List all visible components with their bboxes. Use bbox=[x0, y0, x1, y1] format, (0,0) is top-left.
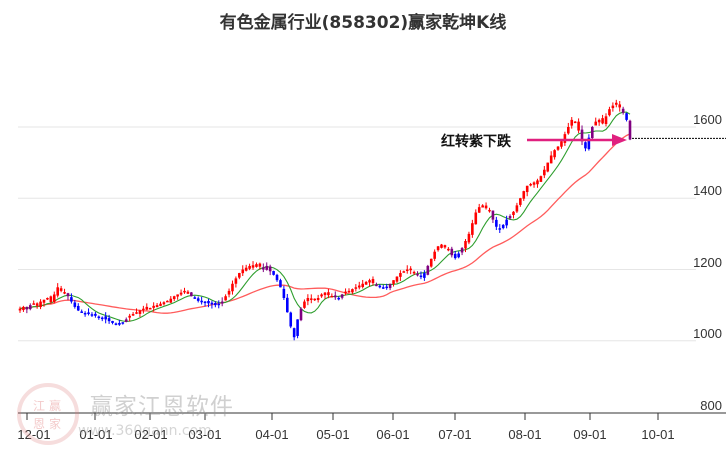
chart-title: 有色金属行业(858302)赢家乾坤K线 bbox=[219, 13, 507, 33]
annotation-arrow bbox=[527, 134, 726, 146]
logo-char: 恩 bbox=[33, 417, 46, 431]
logo-char: 家 bbox=[49, 417, 62, 431]
logo-char: 江 bbox=[33, 399, 46, 413]
y-label-1200: 1200 bbox=[693, 255, 722, 270]
ma-short-line bbox=[19, 111, 631, 322]
y-label-1000: 1000 bbox=[693, 326, 722, 341]
watermark-url: www.360gann.com bbox=[78, 423, 212, 439]
watermark-brand: 赢家江恩软件 bbox=[90, 394, 234, 420]
annotation-label: 红转紫下跌 bbox=[441, 134, 511, 150]
y-label-1400: 1400 bbox=[693, 183, 722, 198]
grid-lines bbox=[18, 126, 696, 342]
x-label-02-01: 02-01 bbox=[134, 427, 168, 442]
x-label-06-01: 06-01 bbox=[376, 427, 410, 442]
x-label-05-01: 05-01 bbox=[316, 427, 350, 442]
x-label-07-01: 07-01 bbox=[438, 427, 472, 442]
x-label-08-01: 08-01 bbox=[508, 427, 542, 442]
y-label-1600: 1600 bbox=[693, 112, 722, 127]
x-label-10-01: 10-01 bbox=[641, 427, 675, 442]
y-label-800: 800 bbox=[700, 398, 722, 413]
x-label-03-01: 03-01 bbox=[188, 427, 222, 442]
x-label-04-01: 04-01 bbox=[255, 427, 289, 442]
ma-long-line bbox=[19, 133, 631, 314]
candlesticks bbox=[18, 99, 632, 341]
x-label-01-01: 01-01 bbox=[79, 427, 113, 442]
logo-char: 赢 bbox=[49, 399, 62, 413]
watermark-logo-icon: 江 赢 恩 家 bbox=[17, 383, 79, 445]
x-label-09-01: 09-01 bbox=[573, 427, 607, 442]
